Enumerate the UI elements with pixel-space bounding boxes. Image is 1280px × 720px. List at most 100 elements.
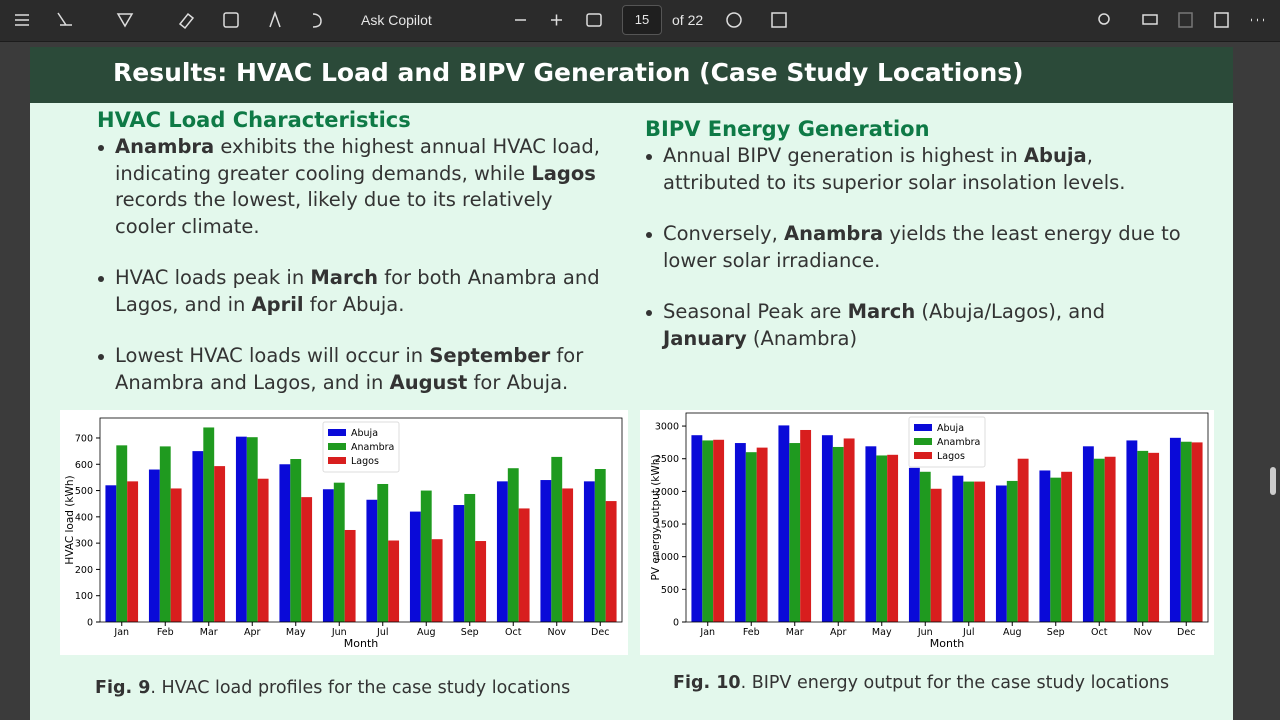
left-bullets: Anambra exhibits the highest annual HVAC… — [97, 134, 617, 421]
caption-label: Fig. 10 — [673, 673, 741, 693]
bar — [832, 446, 844, 622]
y-tick-label: 600 — [75, 460, 93, 471]
bar — [821, 435, 833, 622]
x-tick-label: Jan — [113, 627, 129, 638]
y-tick-label: 500 — [661, 585, 679, 596]
draw-icon[interactable] — [116, 13, 134, 28]
bar — [1148, 452, 1160, 622]
bar — [420, 490, 432, 622]
rotate[interactable] — [726, 12, 742, 28]
bar — [301, 497, 313, 622]
toolbar: Ask Copilot 15 of 22 — [0, 0, 1280, 42]
bullet-emphasis: Abuja — [1023, 144, 1087, 167]
bullet-emphasis: Lagos — [531, 161, 596, 185]
legend-swatch — [914, 438, 932, 445]
x-tick-label: Apr — [244, 627, 261, 638]
x-tick-label: Sep — [1047, 627, 1065, 638]
x-tick-label: Oct — [1091, 627, 1108, 638]
bar — [333, 482, 345, 622]
right-heading: BIPV Energy Generation — [645, 117, 930, 141]
bar — [800, 429, 812, 622]
y-tick-label: 3000 — [655, 422, 679, 433]
bar — [507, 468, 519, 622]
bullet-text: , attributed to its superior solar insol… — [663, 144, 1126, 194]
bar — [203, 427, 215, 622]
text-icon[interactable] — [223, 12, 239, 28]
y-tick-label: 100 — [75, 591, 93, 602]
bar — [745, 452, 757, 622]
x-tick-label: Mar — [200, 627, 218, 638]
x-tick-label: Jan — [699, 627, 715, 638]
bar — [518, 508, 530, 622]
bar — [887, 454, 899, 622]
y-tick-label: 700 — [75, 433, 93, 444]
legend-label: Anambra — [351, 442, 394, 453]
ask-copilot[interactable]: Ask Copilot — [361, 12, 432, 28]
bar — [594, 469, 606, 622]
bar — [496, 481, 508, 622]
bar — [1039, 470, 1051, 622]
bar — [377, 483, 389, 622]
scroll-thumb[interactable] — [1270, 467, 1276, 495]
translate-icon[interactable] — [312, 13, 322, 28]
bar — [235, 436, 247, 622]
save[interactable] — [1178, 12, 1193, 28]
highlight-icon[interactable] — [57, 12, 72, 26]
read-aloud-icon[interactable] — [269, 10, 281, 28]
bar — [876, 455, 888, 622]
bullet: Anambra exhibits the highest annual HVAC… — [97, 134, 617, 240]
bullet-text: Lowest HVAC loads will occur in — [115, 344, 430, 367]
bar — [105, 485, 117, 622]
bullet: HVAC loads peak in March for both Anambr… — [97, 265, 617, 318]
caption: Fig. 10. BIPV energy output for the case… — [673, 673, 1169, 693]
y-tick-label: 1000 — [655, 552, 679, 563]
bar — [865, 446, 877, 622]
scrollbar[interactable] — [1266, 47, 1280, 720]
bar — [930, 488, 942, 622]
bullet-text: yields the least energy due to lower sol… — [663, 222, 1181, 272]
bar — [974, 481, 986, 622]
bar — [192, 451, 204, 622]
bullet-text: for Anambra and Lagos, and in — [115, 344, 584, 394]
zoom-in[interactable] — [551, 14, 562, 26]
bar — [713, 439, 725, 622]
y-tick-label: 2500 — [655, 454, 679, 465]
toolbar-icons — [15, 10, 322, 30]
bar — [1191, 442, 1203, 622]
two-page[interactable] — [771, 12, 787, 28]
fit-page[interactable] — [586, 13, 602, 27]
bar — [1093, 458, 1105, 622]
bullet-emphasis: September — [429, 344, 551, 367]
y-tick-label: 500 — [75, 486, 93, 497]
bar — [540, 480, 552, 622]
bar — [246, 437, 258, 622]
print[interactable] — [1142, 14, 1158, 25]
bullet-emphasis: Anambra — [783, 222, 884, 245]
x-tick-label: Aug — [417, 627, 436, 638]
erase-icon[interactable] — [178, 12, 195, 30]
contents-icon[interactable] — [15, 14, 29, 26]
bar — [551, 456, 563, 622]
bar — [963, 481, 975, 622]
bullet: Annual BIPV generation is highest in Abu… — [645, 143, 1185, 196]
bar — [116, 445, 128, 622]
legend-label: Abuja — [937, 423, 964, 434]
bar — [344, 529, 356, 622]
bar — [843, 438, 855, 622]
caption-text: . BIPV energy output for the case study … — [740, 673, 1170, 693]
bar — [148, 469, 160, 622]
legend-swatch — [328, 429, 346, 436]
y-tick-label: 400 — [75, 512, 93, 523]
bullet-emphasis: April — [251, 292, 304, 316]
legend-label: Abuja — [351, 428, 378, 439]
x-tick-label: Oct — [505, 627, 522, 638]
caption-label: Fig. 9 — [95, 678, 151, 698]
x-tick-label: May — [286, 627, 306, 638]
bar — [214, 466, 226, 622]
bullet-text: for Abuja. — [467, 370, 569, 394]
bar — [734, 443, 746, 622]
save-as[interactable] — [1214, 12, 1229, 28]
page-number[interactable]: 15 — [622, 5, 662, 35]
search[interactable] — [1098, 13, 1110, 25]
